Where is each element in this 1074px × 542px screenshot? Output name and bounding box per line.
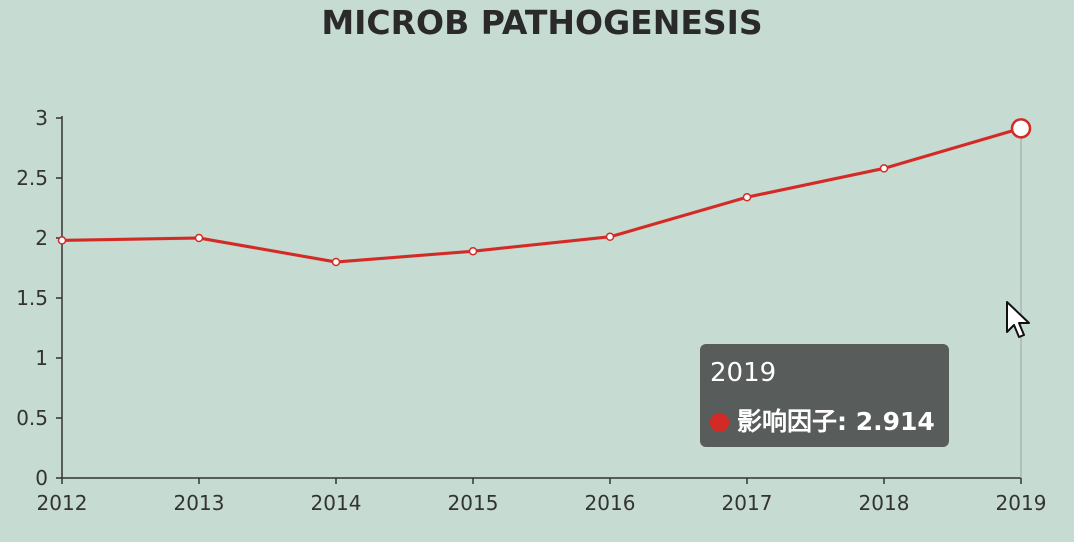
y-tick-label: 2 <box>35 226 48 250</box>
data-point <box>331 257 341 267</box>
data-point <box>468 246 478 256</box>
data-point-highlighted <box>1010 118 1032 139</box>
series-layer <box>57 118 1032 267</box>
data-point <box>742 192 752 202</box>
tooltip-header: 2019 <box>710 358 777 388</box>
data-point <box>879 164 889 173</box>
y-tick-label: 0.5 <box>16 406 48 430</box>
y-tick-label: 3 <box>35 106 48 130</box>
x-tick-label: 2017 <box>722 491 773 515</box>
x-tick-label: 2015 <box>448 491 499 515</box>
x-tick-label: 2014 <box>311 491 362 515</box>
x-tick-label: 2013 <box>174 491 225 515</box>
data-point <box>605 232 615 242</box>
y-tick-label: 1 <box>35 346 48 370</box>
x-tick-label: 2016 <box>585 491 636 515</box>
series-line-glow <box>61 126 1022 264</box>
y-tick-label: 2.5 <box>16 166 48 190</box>
tooltip-value: 2.914 <box>855 407 935 436</box>
x-tick-label: 2019 <box>996 491 1047 515</box>
data-point <box>57 236 67 245</box>
x-tick-label: 2012 <box>37 491 88 515</box>
tooltip-series-name: 影响因子 <box>737 407 838 436</box>
series-color-dot <box>710 413 729 432</box>
mouse-pointer-icon <box>1006 301 1030 338</box>
y-tick-label: 1.5 <box>16 286 48 310</box>
series-line <box>61 126 1022 264</box>
axes: 0 0.5 1 1.5 2 2.5 3 2012 2013 2014 2015 2016 2017 201… <box>16 106 1046 515</box>
data-point <box>194 233 204 243</box>
chart-title: MICROB PATHOGENESIS <box>321 3 762 42</box>
tooltip: 2019 影响因子: 2.914 <box>700 344 949 447</box>
x-tick-label: 2018 <box>859 491 910 515</box>
y-tick-label: 0 <box>35 466 48 490</box>
tooltip-row: 影响因子: 2.914 <box>710 402 935 438</box>
tooltip-separator: : <box>837 407 856 436</box>
